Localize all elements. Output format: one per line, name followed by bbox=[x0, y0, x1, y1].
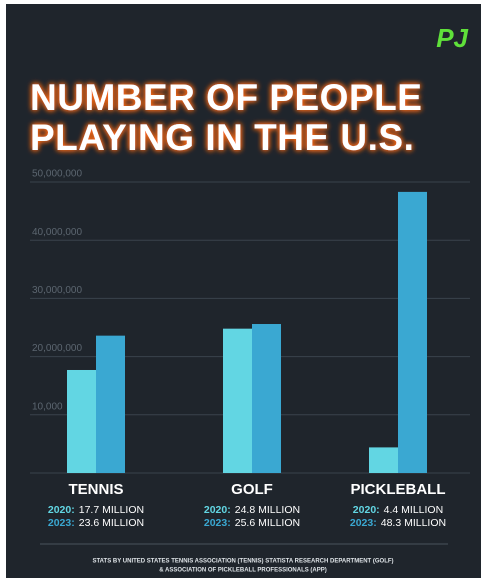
y-tick-label: 40,000,000 bbox=[32, 227, 82, 238]
bar bbox=[96, 335, 125, 473]
value-label: 2020: 17.7 MILLION bbox=[48, 504, 144, 516]
value-label: 2023: 48.3 MILLION bbox=[350, 517, 446, 529]
series-name: 2020: bbox=[353, 504, 380, 516]
y-tick-label: 10,000 bbox=[32, 401, 63, 412]
series-name: 2020: bbox=[204, 504, 231, 516]
value-text: 24.8 MILLION bbox=[235, 504, 300, 516]
chart-title: NUMBER OF PEOPLE bbox=[30, 77, 422, 118]
series-name: 2023: bbox=[204, 517, 231, 529]
value-text: 48.3 MILLION bbox=[381, 517, 446, 529]
series-name: 2023: bbox=[48, 517, 75, 529]
logo: PJ bbox=[436, 23, 468, 53]
value-text: 25.6 MILLION bbox=[235, 517, 300, 529]
value-label: 2020: 4.4 MILLION bbox=[353, 504, 443, 516]
series-name: 2020: bbox=[48, 504, 75, 516]
source: STATS BY UNITED STATES TENNIS ASSOCIATIO… bbox=[92, 559, 393, 565]
y-tick-label: 50,000,000 bbox=[32, 169, 82, 180]
value-label: 2023: 23.6 MILLION bbox=[48, 517, 144, 529]
series-name: 2023: bbox=[350, 517, 377, 529]
value-label: 2020: 24.8 MILLION bbox=[204, 504, 300, 516]
chart-title: PLAYING IN THE U.S. bbox=[30, 117, 414, 158]
value-text: 23.6 MILLION bbox=[79, 517, 144, 529]
category-label: GOLF bbox=[231, 481, 273, 498]
category-label: PICKLEBALL bbox=[351, 481, 446, 498]
bar bbox=[369, 447, 398, 473]
y-tick-label: 30,000,000 bbox=[32, 285, 82, 296]
value-text: 4.4 MILLION bbox=[384, 504, 444, 516]
source: & ASSOCIATION OF PICKLEBALL PROFESSIONAL… bbox=[159, 568, 327, 574]
bar bbox=[398, 191, 427, 474]
category-label: TENNIS bbox=[68, 481, 123, 498]
bar bbox=[252, 324, 281, 473]
value-text: 17.7 MILLION bbox=[79, 504, 144, 516]
y-tick-label: 20,000,000 bbox=[32, 343, 82, 354]
bar bbox=[223, 328, 252, 473]
value-label: 2023: 25.6 MILLION bbox=[204, 517, 300, 529]
bar bbox=[67, 369, 96, 473]
